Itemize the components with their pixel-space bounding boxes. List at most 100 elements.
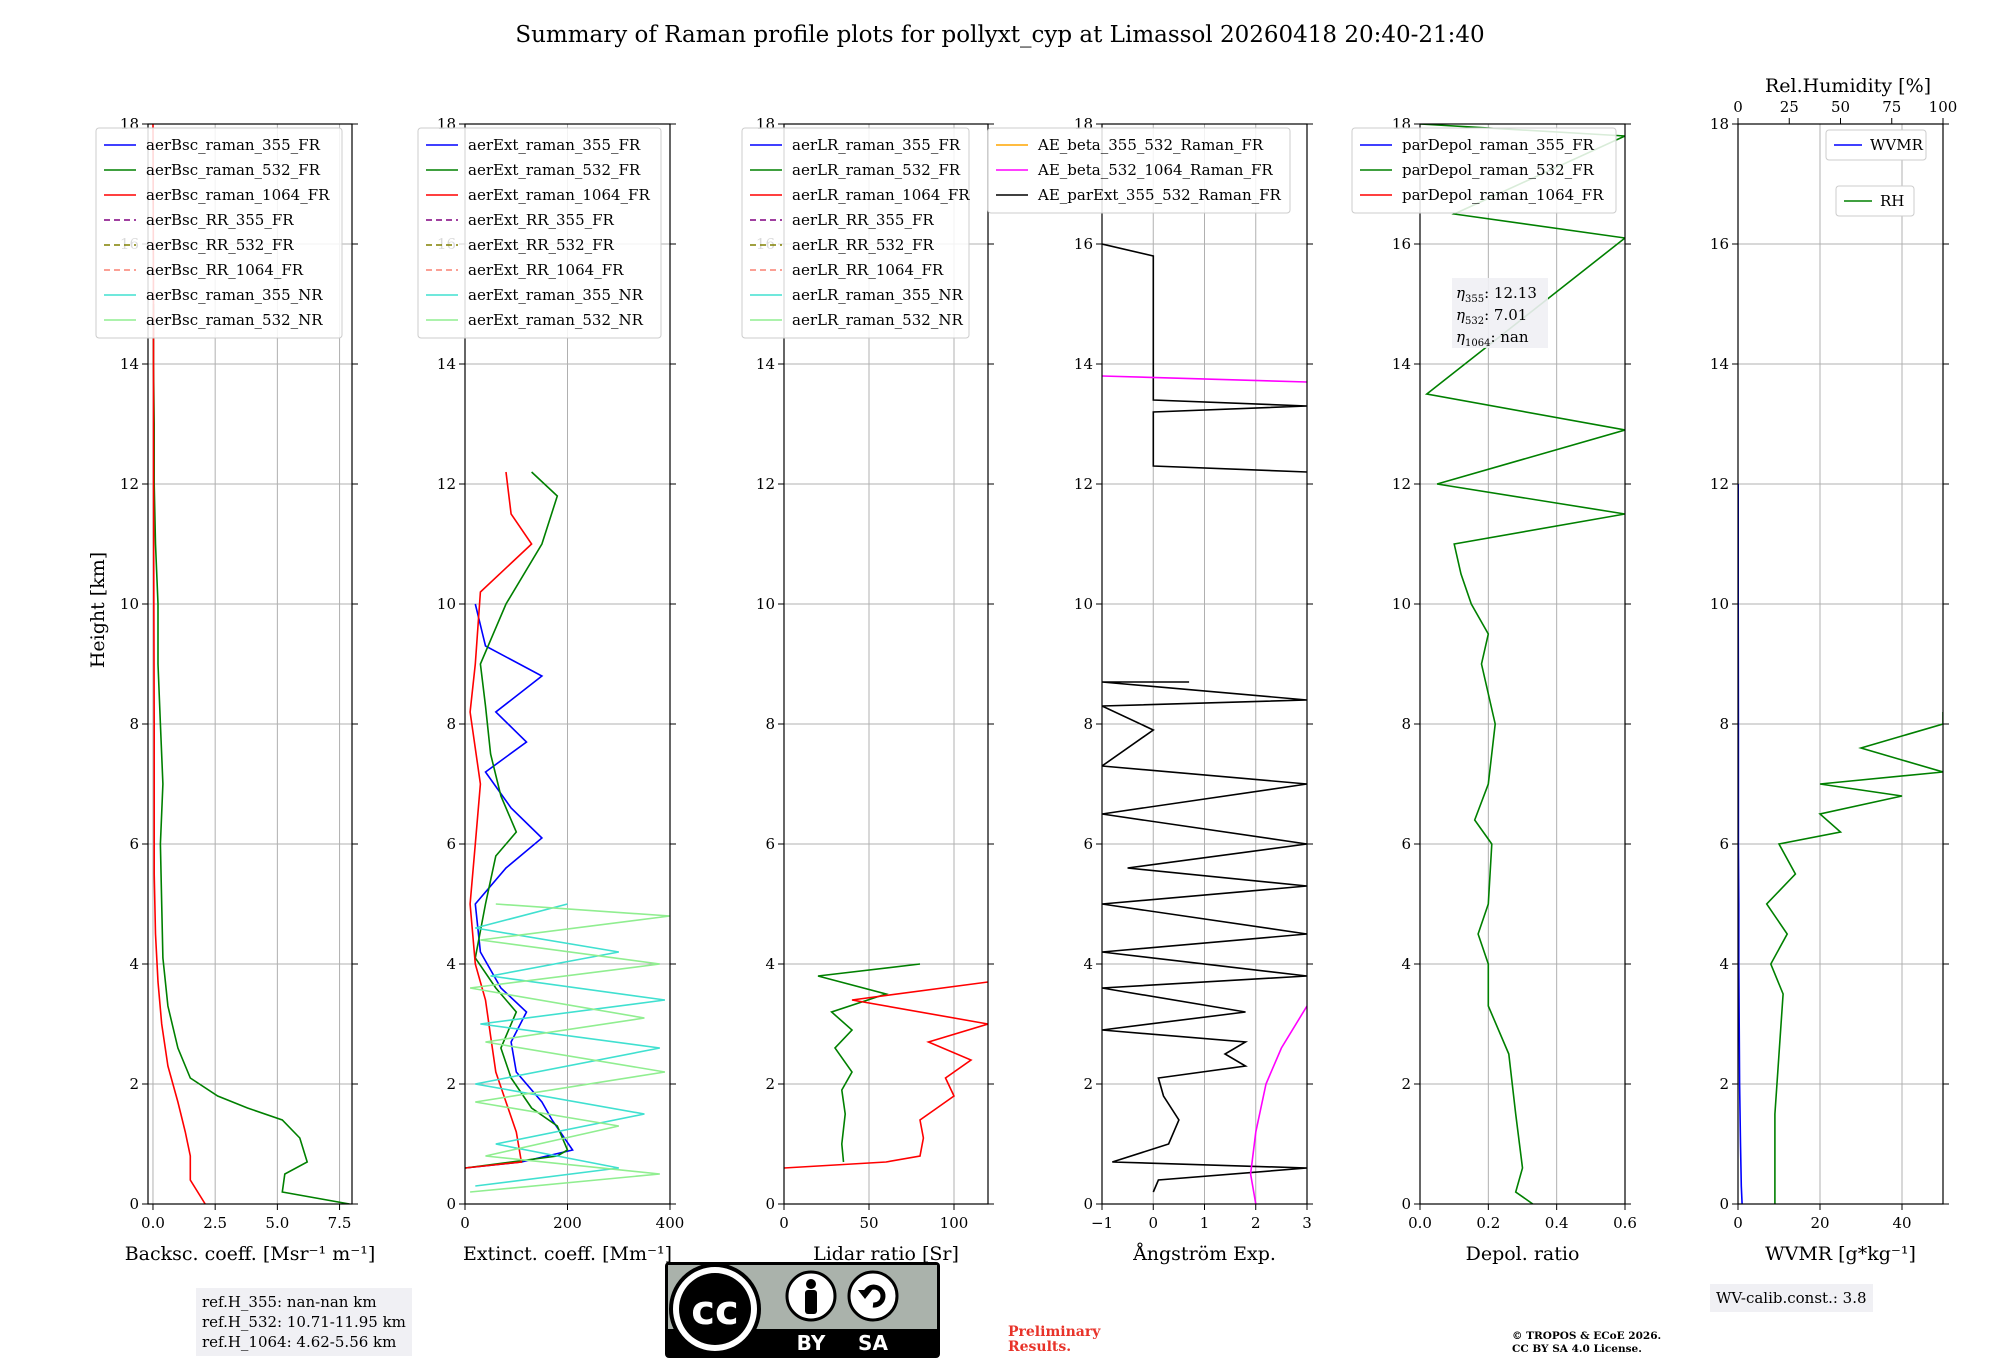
x-tick-label: 1 bbox=[1200, 1214, 1210, 1232]
legend-label: AE_beta_532_1064_Raman_FR bbox=[1037, 161, 1273, 179]
legend-label: aerBsc_RR_532_FR bbox=[146, 236, 294, 254]
y-tick-label: 14 bbox=[1392, 355, 1411, 373]
y-tick-label: 10 bbox=[1710, 595, 1729, 613]
share-alike-icon bbox=[847, 1270, 899, 1322]
x-tick-label: 50 bbox=[859, 1214, 878, 1232]
y-tick-label: 12 bbox=[756, 475, 775, 493]
y-tick-label: 2 bbox=[1401, 1075, 1411, 1093]
x-tick-label: 0.0 bbox=[1408, 1214, 1432, 1232]
preliminary-line-2: Results. bbox=[1008, 1339, 1072, 1355]
legend-label: aerExt_RR_532_FR bbox=[468, 236, 615, 254]
legend-label: aerBsc_RR_355_FR bbox=[146, 211, 294, 229]
x-tick-label: 20 bbox=[1810, 1214, 1829, 1232]
reference-height-box: ref.H_355: nan-nan km ref.H_532: 10.71-1… bbox=[196, 1288, 412, 1356]
legend-label: aerLR_raman_1064_FR bbox=[792, 186, 970, 204]
series-line-aerExt_raman_532_FR bbox=[465, 471, 569, 1169]
x-axis-label: WVMR [g*kg⁻¹] bbox=[1765, 1243, 1916, 1265]
rh-tick-label: 0 bbox=[1733, 98, 1743, 116]
cc-license-badge: cc BY SA bbox=[665, 1262, 940, 1358]
series-line-parDepol_raman_532_FR bbox=[1420, 124, 1625, 1204]
badge-by-label: BY bbox=[797, 1331, 826, 1355]
panel-bsc: 0.02.55.07.5024681012141618Backsc. coeff… bbox=[95, 115, 375, 1265]
y-tick-label: 2 bbox=[129, 1075, 139, 1093]
x-axis-label: Extinct. coeff. [Mm⁻¹] bbox=[463, 1243, 672, 1265]
series-line-aerLR_raman_532_FR bbox=[817, 963, 921, 1163]
y-tick-label: 2 bbox=[1083, 1075, 1093, 1093]
y-tick-label: 8 bbox=[1401, 715, 1411, 733]
plot-frame bbox=[147, 123, 353, 1205]
y-tick-label: 0 bbox=[1719, 1195, 1729, 1213]
rh-tick-label: 75 bbox=[1882, 98, 1901, 116]
x-tick-label: 0 bbox=[1733, 1214, 1743, 1232]
legend-label: parDepol_raman_1064_FR bbox=[1402, 186, 1604, 204]
copyright-line-1: © TROPOS & ECoE 2026. bbox=[1512, 1330, 1662, 1342]
legend-box bbox=[417, 127, 662, 339]
x-tick-label: 400 bbox=[656, 1214, 685, 1232]
legend-label: parDepol_raman_355_FR bbox=[1402, 136, 1595, 154]
x-tick-label: 0.4 bbox=[1545, 1214, 1569, 1232]
series-line-aerBsc_raman_1064_FR bbox=[152, 124, 206, 1204]
legend-label: aerBsc_raman_532_NR bbox=[146, 311, 323, 329]
figure-title: Summary of Raman profile plots for polly… bbox=[515, 22, 1485, 48]
ref-h-532: ref.H_532: 10.71-11.95 km bbox=[202, 1313, 406, 1331]
x-tick-label: 0 bbox=[779, 1214, 789, 1232]
x-tick-label: −1 bbox=[1091, 1214, 1113, 1232]
y-tick-label: 0 bbox=[129, 1195, 139, 1213]
rh-tick-label: 50 bbox=[1831, 98, 1850, 116]
legend-label: AE_beta_355_532_Raman_FR bbox=[1037, 136, 1264, 154]
y-tick-label: 4 bbox=[1401, 955, 1411, 973]
series-line-AE_beta_532_1064_Raman_FR_upper bbox=[1102, 375, 1307, 383]
legend-label: WVMR bbox=[1870, 136, 1924, 154]
x-tick-label: 2 bbox=[1251, 1214, 1261, 1232]
y-tick-label: 10 bbox=[1392, 595, 1411, 613]
series-line-aerExt_raman_1064_FR bbox=[465, 471, 533, 1169]
x-tick-label: 0.2 bbox=[1476, 1214, 1500, 1232]
y-tick-label: 14 bbox=[1710, 355, 1729, 373]
wv-calib-box: WV-calib.const.: 3.8 bbox=[1710, 1284, 1873, 1312]
legend-label: aerLR_raman_355_NR bbox=[792, 286, 963, 304]
series-line-aerExt_raman_355_NR bbox=[475, 903, 666, 1187]
y-tick-label: 4 bbox=[1719, 955, 1729, 973]
x-tick-label: 0.0 bbox=[141, 1214, 165, 1232]
copyright-note: © TROPOS & ECoE 2026. CC BY SA 4.0 Licen… bbox=[1512, 1330, 1661, 1356]
rh-tick-label: 100 bbox=[1929, 98, 1958, 116]
x-tick-label: 40 bbox=[1892, 1214, 1911, 1232]
x-tick-label: 5.0 bbox=[265, 1214, 289, 1232]
series-line-AE_parExt_355_532_Raman_FR bbox=[1102, 681, 1307, 1193]
y-tick-label: 0 bbox=[765, 1195, 775, 1213]
y-tick-label: 4 bbox=[1083, 955, 1093, 973]
y-tick-label: 2 bbox=[1719, 1075, 1729, 1093]
legend-label: aerBsc_raman_355_FR bbox=[146, 136, 321, 154]
series-group bbox=[152, 124, 350, 1204]
y-tick-label: 12 bbox=[1710, 475, 1729, 493]
y-tick-label: 12 bbox=[1392, 475, 1411, 493]
legend-label: aerExt_RR_1064_FR bbox=[468, 261, 624, 279]
preliminary-note: Preliminary Results. bbox=[1008, 1325, 1100, 1355]
y-tick-label: 6 bbox=[1719, 835, 1729, 853]
x-tick-label: 100 bbox=[940, 1214, 969, 1232]
y-tick-label: 6 bbox=[129, 835, 139, 853]
y-tick-label: 16 bbox=[1710, 235, 1729, 253]
ref-h-1064: ref.H_1064: 4.62-5.56 km bbox=[202, 1333, 397, 1351]
legend-label: aerBsc_raman_1064_FR bbox=[146, 186, 330, 204]
x-tick-label: 200 bbox=[553, 1214, 582, 1232]
y-tick-label: 8 bbox=[129, 715, 139, 733]
legend-label: aerBsc_RR_1064_FR bbox=[146, 261, 304, 279]
y-tick-label: 0 bbox=[1083, 1195, 1093, 1213]
legend-label: aerExt_raman_355_NR bbox=[468, 286, 644, 304]
legend-box bbox=[95, 127, 343, 339]
y-tick-label: 4 bbox=[129, 955, 139, 973]
legend-label: aerExt_raman_532_FR bbox=[468, 161, 641, 179]
y-tick-label: 10 bbox=[120, 595, 139, 613]
legend-label: aerLR_RR_355_FR bbox=[792, 211, 934, 229]
y-tick-label: 4 bbox=[765, 955, 775, 973]
y-tick-label: 14 bbox=[756, 355, 775, 373]
x-tick-label: 0 bbox=[460, 1214, 470, 1232]
badge-sa-label: SA bbox=[858, 1331, 888, 1355]
series-line-RH bbox=[1765, 712, 1943, 1204]
y-tick-label: 10 bbox=[1074, 595, 1093, 613]
cc-logo-icon: cc bbox=[669, 1263, 761, 1355]
y-tick-label: 16 bbox=[1074, 235, 1093, 253]
panel-wv: 0 20 40 0 2 4 6 8 10 12 14 16 18 WVMR [g*kg⁻¹] 0 25 50 75… bbox=[1710, 98, 1957, 1265]
